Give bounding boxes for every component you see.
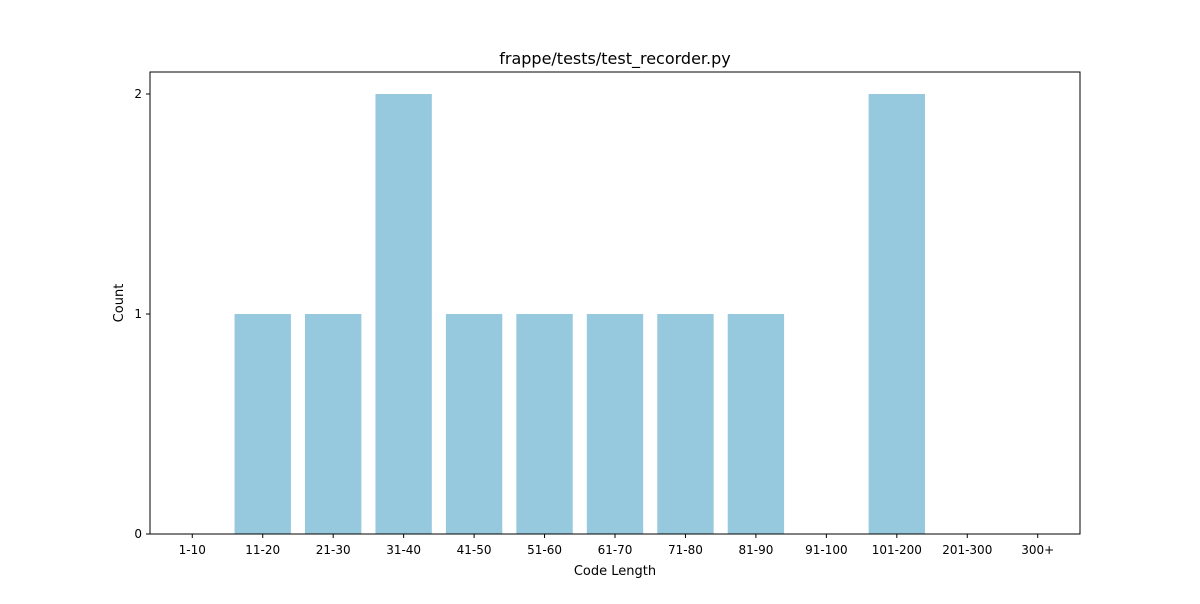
- x-tick-label: 81-90: [738, 543, 773, 557]
- x-tick-label: 91-100: [805, 543, 848, 557]
- x-tick-label: 101-200: [872, 543, 922, 557]
- bar-21-30: [305, 314, 362, 534]
- x-axis-ticks: 1-10 11-20 21-30 31-40 41-50 51-60 61-70 71-80 8…: [179, 534, 1054, 557]
- y-tick-label: 0: [134, 527, 142, 541]
- x-tick-label: 61-70: [598, 543, 633, 557]
- x-tick-label: 31-40: [386, 543, 421, 557]
- x-tick-label: 71-80: [668, 543, 703, 557]
- bar-101-200: [868, 94, 925, 534]
- y-tick-label: 2: [134, 87, 142, 101]
- x-tick-label: 201-300: [942, 543, 992, 557]
- x-tick-label: 41-50: [457, 543, 492, 557]
- x-tick-label: 21-30: [316, 543, 351, 557]
- bar-61-70: [586, 314, 644, 534]
- x-tick-label: 1-10: [179, 543, 206, 557]
- x-tick-label: 51-60: [527, 543, 562, 557]
- x-axis-label: Code Length: [574, 564, 656, 579]
- bars-layer: [234, 94, 925, 534]
- chart-title: frappe/tests/test_recorder.py: [499, 49, 731, 69]
- x-tick-label: 11-20: [245, 543, 280, 557]
- bar-41-50: [445, 314, 503, 534]
- y-tick-label: 1: [134, 307, 142, 321]
- bar-51-60: [516, 314, 573, 534]
- bar-11-20: [234, 314, 291, 534]
- bar-81-90: [727, 314, 785, 534]
- y-axis-ticks: 0 1 2: [134, 87, 150, 541]
- bar-31-40: [375, 94, 432, 534]
- y-axis-label: Count: [112, 284, 127, 323]
- x-tick-label: 300+: [1021, 543, 1054, 557]
- bar-71-80: [657, 314, 714, 534]
